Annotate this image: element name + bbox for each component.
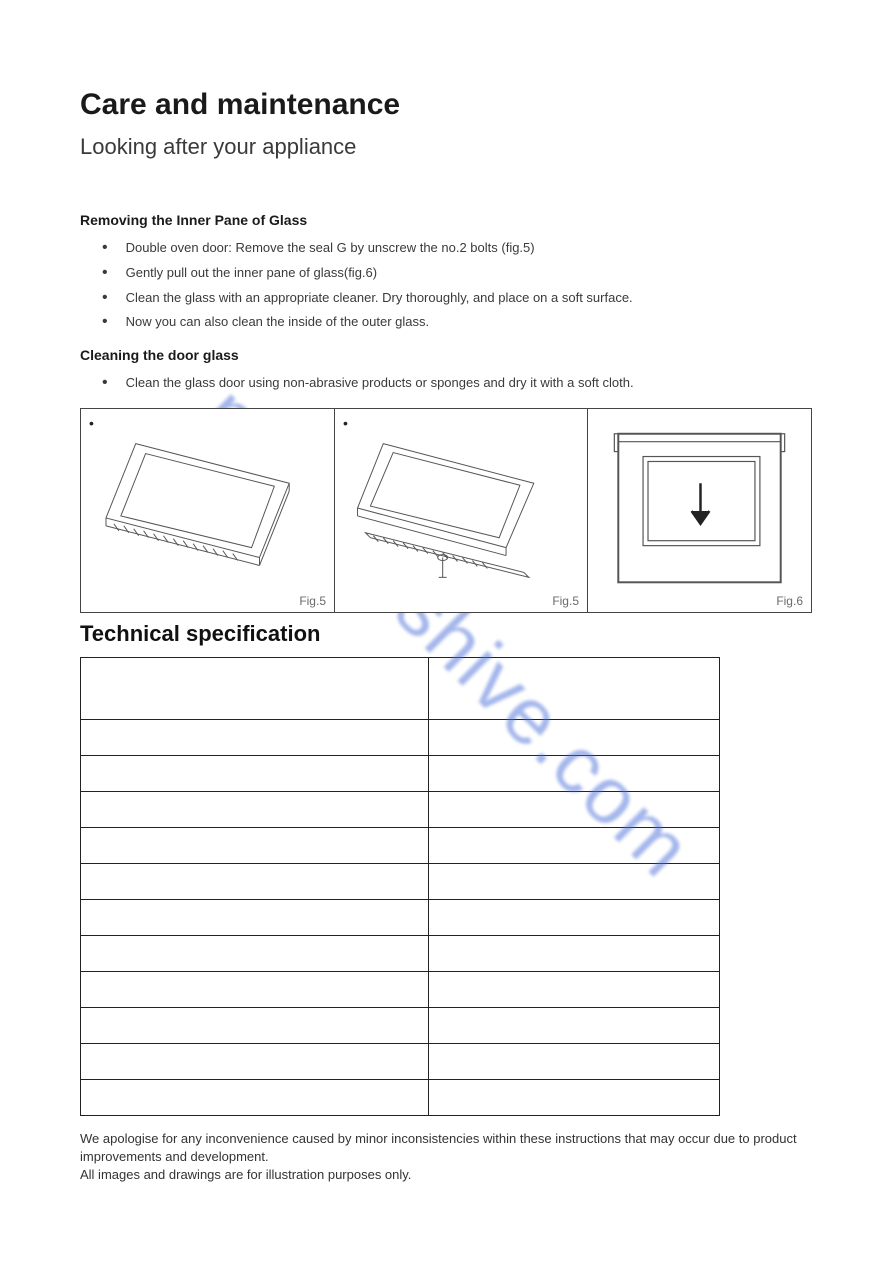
section-heading-cleaning: Cleaning the door glass: [80, 347, 813, 363]
footnote-line1: We apologise for any inconvenience cause…: [80, 1131, 797, 1164]
table-cell: [81, 899, 429, 935]
tech-spec-table: [80, 657, 720, 1116]
table-cell: [81, 1079, 429, 1115]
bullet-icon: •: [102, 238, 108, 257]
list-item-text: Gently pull out the inner pane of glass(…: [126, 263, 377, 284]
list-item: • Now you can also clean the inside of th…: [102, 312, 813, 333]
table-row: [81, 1007, 720, 1043]
list-item-text: Double oven door: Remove the seal G by u…: [126, 238, 535, 259]
table-cell: [429, 827, 720, 863]
list-item: • Gently pull out the inner pane of glass…: [102, 263, 813, 284]
table-cell: [429, 899, 720, 935]
list-item: • Double oven door: Remove the seal G by …: [102, 238, 813, 259]
table-cell: [429, 863, 720, 899]
page-subtitle: Looking after your appliance: [80, 134, 813, 160]
table-row: [81, 935, 720, 971]
table-cell: [429, 935, 720, 971]
section-heading-removing: Removing the Inner Pane of Glass: [80, 212, 813, 228]
table-cell: [81, 755, 429, 791]
bullet-icon: •: [102, 312, 108, 331]
bullet-list-removing: • Double oven door: Remove the seal G by …: [80, 238, 813, 333]
bullet-list-cleaning: • Clean the glass door using non-abrasive…: [80, 373, 813, 394]
table-row: [81, 899, 720, 935]
figure-illustration-panel2: [335, 409, 587, 612]
figure-label: Fig.5: [299, 594, 326, 608]
list-item: • Clean the glass door using non-abrasive…: [102, 373, 813, 394]
list-item-text: Now you can also clean the inside of the…: [126, 312, 430, 333]
table-cell: [81, 1007, 429, 1043]
table-row: [81, 827, 720, 863]
table-cell: [81, 657, 429, 719]
table-row: [81, 791, 720, 827]
table-row: [81, 719, 720, 755]
figure-illustration-panel3: [588, 409, 811, 612]
table-cell: [81, 791, 429, 827]
figure-illustration-panel1: [81, 409, 334, 612]
table-cell: [429, 1007, 720, 1043]
table-cell: [81, 827, 429, 863]
figure-panel-3: Fig.6: [588, 408, 812, 613]
footnote: We apologise for any inconvenience cause…: [80, 1130, 813, 1185]
bullet-icon: •: [102, 263, 108, 282]
footnote-line2: All images and drawings are for illustra…: [80, 1167, 411, 1182]
table-row: [81, 1079, 720, 1115]
table-row: [81, 657, 720, 719]
table-row: [81, 863, 720, 899]
page-title: Care and maintenance: [80, 88, 813, 122]
table-row: [81, 755, 720, 791]
table-cell: [81, 935, 429, 971]
table-cell: [81, 863, 429, 899]
table-cell: [429, 971, 720, 1007]
list-item-text: Clean the glass with an appropriate clea…: [126, 288, 633, 309]
bullet-icon: •: [102, 288, 108, 307]
table-cell: [81, 971, 429, 1007]
list-item-text: Clean the glass door using non-abrasive …: [126, 373, 634, 394]
bullet-icon: •: [102, 373, 108, 392]
table-cell: [429, 719, 720, 755]
table-cell: [429, 657, 720, 719]
page-container: Care and maintenance Looking after your …: [0, 0, 893, 1245]
table-cell: [429, 755, 720, 791]
table-cell: [429, 791, 720, 827]
list-item: • Clean the glass with an appropriate cle…: [102, 288, 813, 309]
figure-panel-1: •: [80, 408, 335, 613]
table-cell: [429, 1043, 720, 1079]
table-row: [81, 1043, 720, 1079]
section-heading-tech-spec: Technical specification: [80, 621, 813, 647]
table-cell: [81, 719, 429, 755]
figure-panel-2: •: [335, 408, 588, 613]
table-row: [81, 971, 720, 1007]
table-cell: [81, 1043, 429, 1079]
figure-label: Fig.5: [552, 594, 579, 608]
figure-label: Fig.6: [776, 594, 803, 608]
figure-row: •: [80, 408, 813, 613]
table-cell: [429, 1079, 720, 1115]
